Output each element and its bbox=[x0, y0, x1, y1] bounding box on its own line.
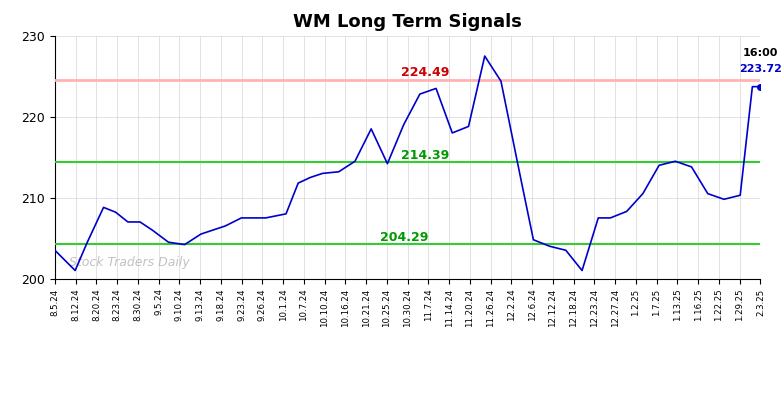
Text: 223.72: 223.72 bbox=[739, 64, 782, 74]
Text: 204.29: 204.29 bbox=[380, 231, 428, 244]
Text: 16:00: 16:00 bbox=[742, 48, 779, 58]
Text: 214.39: 214.39 bbox=[401, 149, 449, 162]
Text: Stock Traders Daily: Stock Traders Daily bbox=[69, 256, 190, 269]
Text: 224.49: 224.49 bbox=[401, 66, 449, 79]
Title: WM Long Term Signals: WM Long Term Signals bbox=[293, 14, 522, 31]
